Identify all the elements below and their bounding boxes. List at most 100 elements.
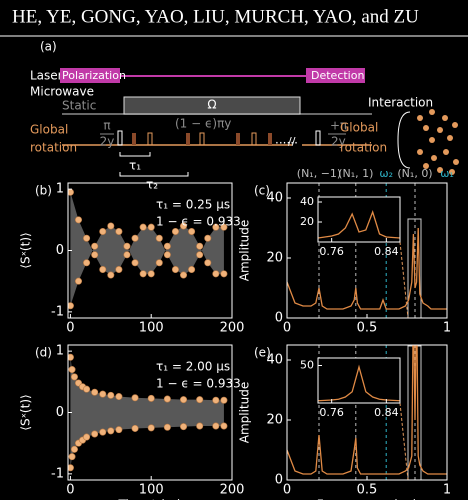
x-tick-label: 0.84 bbox=[374, 406, 399, 419]
data-point bbox=[123, 242, 131, 250]
data-point bbox=[188, 266, 196, 274]
zoom-link bbox=[399, 241, 409, 319]
data-point bbox=[70, 445, 78, 453]
x-tick-label: 100 bbox=[139, 321, 164, 336]
data-point bbox=[204, 259, 212, 267]
data-point bbox=[131, 234, 139, 242]
spectrum-line bbox=[318, 364, 400, 402]
plot-area bbox=[318, 364, 400, 402]
pulse bbox=[117, 130, 123, 146]
pulse bbox=[251, 132, 257, 146]
data-point bbox=[220, 422, 228, 430]
data-point bbox=[147, 394, 155, 402]
data-point bbox=[155, 234, 163, 242]
pulse bbox=[315, 130, 321, 146]
data-point bbox=[171, 227, 179, 235]
data-point bbox=[99, 390, 107, 398]
pulse bbox=[186, 133, 190, 145]
x-tick-label: 200 bbox=[220, 321, 245, 336]
running-header: HE, YE, GONG, YAO, LIU, MURCH, YAO, and … bbox=[12, 6, 419, 27]
spin-cluster bbox=[417, 109, 459, 175]
annotation: τ₁ = 0.25 μs bbox=[156, 198, 230, 212]
data-point bbox=[131, 424, 139, 432]
data-point bbox=[180, 222, 188, 230]
y-tick-label: 40 bbox=[266, 191, 283, 206]
data-point bbox=[91, 388, 99, 396]
marker-label: ω₂ bbox=[379, 167, 393, 180]
data-point bbox=[91, 251, 99, 259]
y-tick-label: 20 bbox=[266, 251, 283, 266]
marker-label: (N₁, −1) bbox=[297, 167, 341, 180]
pulse-label: Detection bbox=[311, 69, 364, 82]
interval-label: τ₂ bbox=[146, 178, 158, 192]
data-point bbox=[107, 271, 115, 279]
data-point bbox=[147, 424, 155, 432]
data-point bbox=[220, 223, 228, 231]
data-point bbox=[212, 396, 220, 404]
y-axis-label: Amplitude bbox=[238, 220, 252, 282]
data-point bbox=[123, 251, 131, 259]
plot-area bbox=[287, 345, 447, 480]
y-tick-label: 1 bbox=[56, 182, 64, 197]
data-point bbox=[75, 277, 83, 285]
y-tick-label: -1 bbox=[51, 304, 64, 319]
data-point bbox=[212, 422, 220, 430]
row-label: rotation bbox=[340, 141, 387, 155]
x-tick-label: 100 bbox=[139, 483, 164, 498]
bracket bbox=[397, 111, 411, 169]
annotation: 1 − ϵ = 0.933 bbox=[156, 377, 241, 391]
y-tick-label: -1 bbox=[51, 466, 64, 481]
data-point bbox=[70, 373, 78, 381]
row-label: Microwave bbox=[30, 85, 94, 99]
data-point bbox=[83, 385, 91, 393]
data-point bbox=[68, 453, 76, 461]
panel-label: (e) bbox=[254, 346, 271, 360]
spectrum-line bbox=[318, 210, 400, 239]
row-label: Global bbox=[340, 121, 378, 135]
data-point bbox=[131, 259, 139, 267]
spectrum-line bbox=[287, 345, 447, 475]
data-point bbox=[155, 259, 163, 267]
panel-label: (d) bbox=[35, 346, 52, 360]
data-point bbox=[68, 302, 74, 310]
data-point bbox=[171, 266, 179, 274]
schematic: (a) Laser Polarization Detection Microwa… bbox=[30, 40, 459, 192]
signal-envelope bbox=[70, 357, 224, 468]
inset-background bbox=[318, 197, 400, 242]
y-tick-label: 40 bbox=[300, 195, 314, 208]
plot-area bbox=[68, 353, 228, 472]
marker-label: ω₁ bbox=[440, 167, 454, 180]
drive-label: Ω bbox=[207, 98, 216, 112]
y-tick-label: 40 bbox=[266, 353, 283, 368]
x-tick-label: 1 bbox=[443, 321, 451, 336]
panel-label: (c) bbox=[254, 184, 270, 198]
x-tick-label: 200 bbox=[220, 483, 245, 498]
data-point bbox=[83, 259, 91, 267]
x-axis-label: Frequency ν (ω₁) bbox=[317, 498, 418, 500]
pulse-label: π bbox=[103, 119, 110, 133]
data-point bbox=[91, 430, 99, 438]
x-tick-label: 0.76 bbox=[319, 406, 344, 419]
row-label: Global bbox=[30, 123, 68, 137]
y-axis-label: ⟨Sˣ(t)⟩ bbox=[19, 232, 33, 268]
x-tick-label: 0.76 bbox=[319, 245, 344, 258]
pulse-label: +π bbox=[330, 119, 347, 133]
data-point bbox=[75, 216, 83, 224]
pulse-label: Polarization bbox=[62, 69, 126, 82]
y-tick-label: 0 bbox=[56, 405, 64, 420]
pulse bbox=[132, 133, 136, 145]
data-point bbox=[188, 227, 196, 235]
data-point bbox=[107, 427, 115, 435]
marker-label: (N₁, 0) bbox=[397, 167, 432, 180]
axes-frame bbox=[317, 357, 401, 404]
pulse-label: (1 − ϵ)πy bbox=[175, 117, 231, 131]
y-axis-label: Amplitude bbox=[238, 382, 252, 444]
axis-break: // bbox=[288, 135, 296, 148]
data-point bbox=[91, 242, 99, 250]
y-tick-label: 1 bbox=[56, 344, 64, 359]
x-tick-label: 0.5 bbox=[357, 483, 378, 498]
signal-envelope bbox=[70, 192, 224, 306]
data-point bbox=[68, 366, 76, 374]
data-point bbox=[196, 242, 204, 250]
